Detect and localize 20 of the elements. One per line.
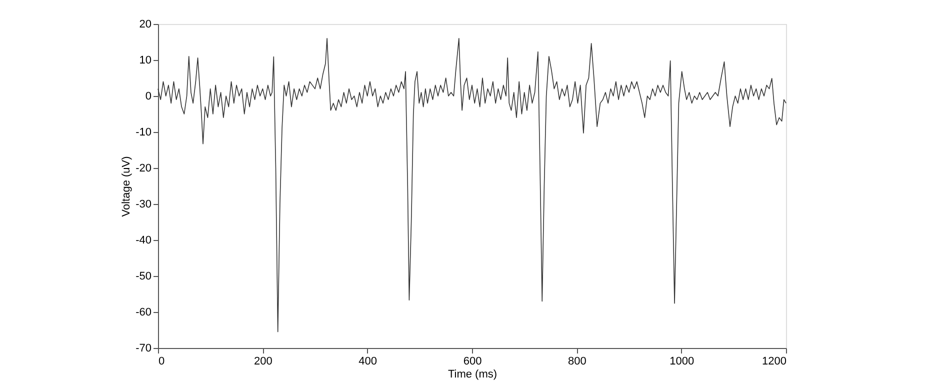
y-tick-label: -30	[136, 198, 152, 210]
line-series	[158, 38, 786, 332]
y-tick-label: -40	[136, 234, 152, 246]
x-tick-label: 0	[158, 356, 165, 368]
y-tick-label: -60	[136, 306, 152, 318]
x-axis-title: Time (ms)	[448, 368, 498, 380]
x-tick-label: 200	[254, 356, 272, 368]
x-tick-label: 600	[463, 356, 482, 368]
y-tick-label: -50	[136, 270, 152, 282]
y-axis-title: Voltage (uV)	[120, 156, 133, 217]
y-tick-label: -20	[136, 162, 152, 174]
y-tick-label: -70	[136, 342, 152, 354]
y-tick-label: 20	[139, 18, 152, 30]
x-tick-label: 1200	[762, 356, 786, 368]
x-tick-label: 400	[358, 356, 378, 368]
y-tick-label: -10	[136, 126, 152, 138]
x-tick-label: 1000	[670, 356, 694, 368]
y-tick-label: 10	[139, 54, 152, 66]
y-tick-label: 0	[145, 90, 152, 102]
x-tick-label: 800	[568, 356, 586, 368]
